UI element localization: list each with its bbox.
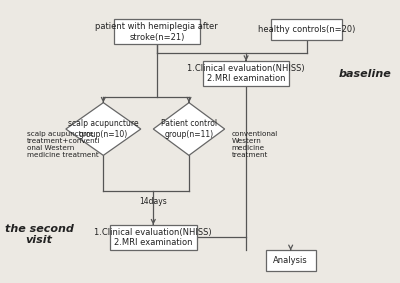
Text: conventional
Western
medicine
treatment: conventional Western medicine treatment bbox=[232, 131, 278, 158]
FancyBboxPatch shape bbox=[203, 61, 289, 86]
FancyBboxPatch shape bbox=[266, 250, 316, 271]
Polygon shape bbox=[66, 103, 141, 155]
Text: Analysis: Analysis bbox=[273, 256, 308, 265]
Text: the second
visit: the second visit bbox=[5, 224, 74, 245]
Text: baseline: baseline bbox=[339, 68, 392, 78]
Text: scalp acupuncture
group(n=10): scalp acupuncture group(n=10) bbox=[68, 119, 139, 139]
Text: healthy controls(n=20): healthy controls(n=20) bbox=[258, 25, 356, 34]
Text: 1.Clinical evaluation(NHISS)
2.MRI examination: 1.Clinical evaluation(NHISS) 2.MRI exami… bbox=[94, 228, 212, 247]
FancyBboxPatch shape bbox=[114, 20, 200, 44]
Text: patient with hemiplegia after
stroke(n=21): patient with hemiplegia after stroke(n=2… bbox=[96, 22, 218, 42]
FancyBboxPatch shape bbox=[110, 225, 197, 250]
Text: 1.Clinical evaluation(NHISS)
2.MRI examination: 1.Clinical evaluation(NHISS) 2.MRI exami… bbox=[187, 64, 305, 83]
Text: scalp acupuncture
treatment+conventi
onal Western
medicine treatment: scalp acupuncture treatment+conventi ona… bbox=[26, 131, 100, 158]
FancyBboxPatch shape bbox=[271, 19, 342, 40]
Text: 14days: 14days bbox=[139, 197, 167, 206]
Text: Patient control
group(n=11): Patient control group(n=11) bbox=[161, 119, 217, 139]
Polygon shape bbox=[153, 103, 225, 155]
